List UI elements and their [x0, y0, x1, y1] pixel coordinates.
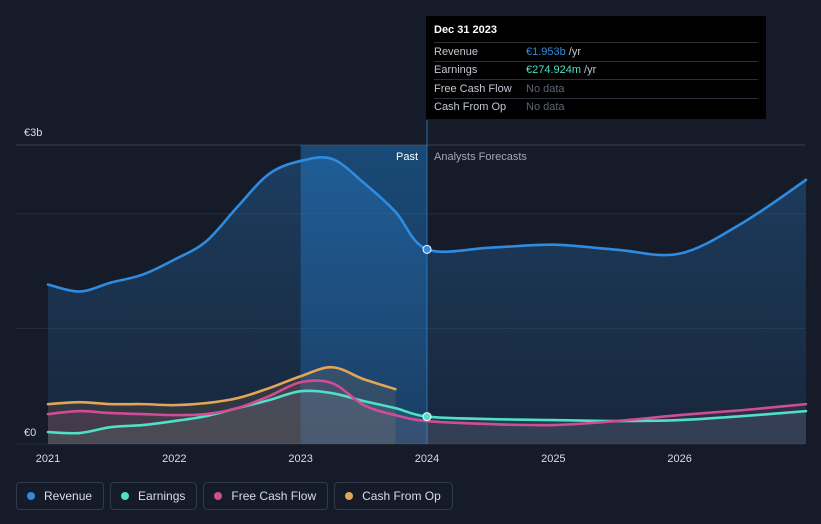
x-tick-label: 2026: [667, 453, 691, 465]
x-tick-label: 2023: [288, 453, 312, 465]
legend-dot-icon: [27, 492, 35, 500]
tooltip-label: Free Cash Flow: [434, 82, 512, 95]
tooltip-value: No data: [526, 82, 565, 95]
legend-item-revenue[interactable]: Revenue: [16, 482, 105, 510]
legend-dot-icon: [121, 492, 130, 500]
x-tick-label: 2022: [162, 453, 186, 465]
tooltip-unit: /yr: [584, 64, 597, 77]
tooltip-value: €1.953b: [526, 45, 566, 58]
tooltip-label: Earnings: [434, 64, 478, 77]
past-label: Past: [396, 151, 418, 163]
tooltip-unit: /yr: [568, 45, 581, 58]
revenue-area: [48, 157, 806, 444]
tooltip-date: Dec 31 2023: [434, 24, 497, 36]
cash-from-op-line: [46, 365, 397, 407]
legend-item-cash-from-op[interactable]: Cash From Op: [334, 482, 453, 510]
legend-dot-icon: [214, 492, 223, 500]
legend-dot-icon: [345, 492, 354, 500]
legend-item-free-cash-flow[interactable]: Free Cash Flow: [203, 482, 329, 510]
free-cash-flow-area: [48, 380, 806, 444]
earnings-marker: [422, 412, 432, 422]
tooltip-label: Revenue: [434, 45, 479, 58]
legend-item-earnings[interactable]: Earnings: [110, 482, 198, 510]
tooltip-row-earnings: Earnings €274.924m/yr: [434, 60, 758, 80]
chart-legend: Revenue Earnings Free Cash Flow Cash From O…: [16, 482, 453, 510]
hover-tooltip: Dec 31 2023 Revenue €1.953b/yr Earnings €27…: [426, 16, 766, 119]
y-tick-label-max: €3b: [24, 127, 42, 139]
tooltip-value: No data: [526, 101, 565, 114]
tooltip-row-free-cash-flow: Free Cash Flow No data: [434, 79, 758, 98]
x-tick-label: 2025: [541, 453, 565, 465]
legend-label: Revenue: [44, 489, 93, 503]
revenue-line: [46, 156, 808, 293]
legend-label: Free Cash Flow: [231, 489, 317, 503]
free-cash-flow-line: [46, 379, 808, 427]
tooltip-row-cash-from-op: Cash From Op No data: [434, 97, 758, 117]
revenue-marker: [422, 244, 432, 254]
x-tick-label: 2021: [36, 453, 60, 465]
tooltip-row-revenue: Revenue €1.953b/yr: [434, 42, 758, 61]
y-tick-label-min: €0: [24, 427, 36, 439]
tooltip-label: Cash From Op: [434, 101, 507, 114]
x-tick-label: 2024: [415, 453, 439, 465]
tooltip-value: €274.924m: [526, 64, 582, 77]
forecast-label: Analysts Forecasts: [434, 151, 527, 163]
legend-label: Earnings: [138, 489, 186, 503]
legend-label: Cash From Op: [362, 489, 441, 503]
